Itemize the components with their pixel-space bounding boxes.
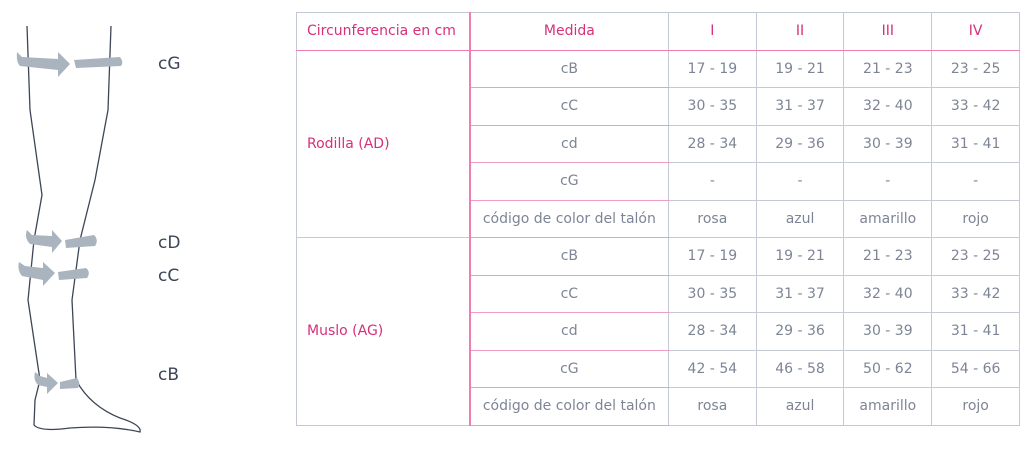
table-row: cd 28 - 34 29 - 36 30 - 39 31 - 41 <box>297 312 1020 351</box>
value-cell: 31 - 37 <box>755 274 845 313</box>
table-row: código de color del talón rosa azul amarill… <box>297 387 1020 426</box>
value-cell: 28 - 34 <box>667 312 757 351</box>
value-cell: 29 - 36 <box>755 312 845 351</box>
value-cell: 17 - 19 <box>667 237 757 276</box>
header-measure: Medida <box>468 12 669 51</box>
arrow-cG <box>16 52 123 77</box>
value-cell: 33 - 42 <box>931 87 1020 126</box>
measure-cell: cG <box>468 162 669 201</box>
label-cC: cC <box>158 266 180 286</box>
arrow-cB <box>34 372 80 394</box>
value-cell: 30 - 39 <box>843 312 933 351</box>
measure-cell: cd <box>468 124 669 163</box>
leg-measurement-diagram <box>16 25 141 433</box>
value-cell: rojo <box>931 387 1020 426</box>
value-cell: 30 - 39 <box>843 124 933 163</box>
size-table: Circunferencia en cm Medida I II III IV … <box>295 12 1020 426</box>
value-cell: 42 - 54 <box>667 349 757 388</box>
value-cell: 31 - 41 <box>931 312 1020 351</box>
value-cell: 50 - 62 <box>843 349 933 388</box>
value-cell: 54 - 66 <box>931 349 1020 388</box>
value-cell: - <box>667 162 757 201</box>
value-cell: amarillo <box>843 199 933 238</box>
value-cell: 30 - 35 <box>667 274 757 313</box>
arrow-cD <box>26 230 97 253</box>
arrows <box>16 52 123 394</box>
table-row: Muslo (AG) cB 17 - 19 19 - 21 21 - 23 23 - 25 <box>295 237 1020 426</box>
value-cell: rojo <box>931 199 1020 238</box>
value-cell: - <box>755 162 845 201</box>
value-cell: 17 - 19 <box>667 49 757 88</box>
value-cell: 31 - 37 <box>755 87 845 126</box>
leg-outline <box>26 25 141 433</box>
header-circumference: Circunferencia en cm <box>295 12 471 51</box>
table-row: cd 28 - 34 29 - 36 30 - 39 31 - 41 <box>297 124 1020 163</box>
value-cell: 32 - 40 <box>843 274 933 313</box>
value-cell: 28 - 34 <box>667 124 757 163</box>
header-size-4: IV <box>931 12 1020 51</box>
table-header: Circunferencia en cm Medida I II III IV <box>295 12 1020 51</box>
measure-cell: cC <box>468 274 669 313</box>
table-row: código de color del talón rosa azul amarill… <box>297 199 1020 238</box>
measure-cell: cG <box>468 349 669 388</box>
value-cell: 32 - 40 <box>843 87 933 126</box>
value-cell: - <box>843 162 933 201</box>
measure-cell: código de color del talón <box>468 199 669 238</box>
value-cell: rosa <box>667 387 757 426</box>
value-cell: 31 - 41 <box>931 124 1020 163</box>
value-cell: rosa <box>667 199 757 238</box>
measure-cell: cd <box>468 312 669 351</box>
table-row: cC 30 - 35 31 - 37 32 - 40 33 - 42 <box>297 274 1020 313</box>
group-label: Muslo (AG) <box>295 237 471 426</box>
measure-cell: cB <box>468 237 669 276</box>
value-cell: 23 - 25 <box>931 49 1020 88</box>
value-cell: 23 - 25 <box>931 237 1020 276</box>
label-cD: cD <box>158 233 181 253</box>
value-cell: amarillo <box>843 387 933 426</box>
value-cell: 46 - 58 <box>755 349 845 388</box>
header-size-3: III <box>843 12 933 51</box>
value-cell: 21 - 23 <box>843 237 933 276</box>
label-cG: cG <box>158 54 181 74</box>
value-cell: - <box>931 162 1020 201</box>
measure-cell: cB <box>468 49 669 88</box>
value-cell: 19 - 21 <box>755 49 845 88</box>
value-cell: azul <box>755 199 845 238</box>
value-cell: 29 - 36 <box>755 124 845 163</box>
value-cell: 19 - 21 <box>755 237 845 276</box>
measure-cell: código de color del talón <box>468 387 669 426</box>
table-row: cC 30 - 35 31 - 37 32 - 40 33 - 42 <box>297 87 1020 126</box>
value-cell: azul <box>755 387 845 426</box>
value-cell: 33 - 42 <box>931 274 1020 313</box>
header-size-1: I <box>667 12 757 51</box>
table-row: cG - - - - <box>297 162 1020 201</box>
header-size-2: II <box>755 12 845 51</box>
label-cB: cB <box>158 365 180 385</box>
measure-cell: cC <box>468 87 669 126</box>
value-cell: 21 - 23 <box>843 49 933 88</box>
arrow-cC <box>18 262 89 286</box>
value-cell: 30 - 35 <box>667 87 757 126</box>
table-row: Rodilla (AD) cB 17 - 19 19 - 21 21 - 23 23 - … <box>295 49 1020 238</box>
group-label: Rodilla (AD) <box>295 49 471 238</box>
